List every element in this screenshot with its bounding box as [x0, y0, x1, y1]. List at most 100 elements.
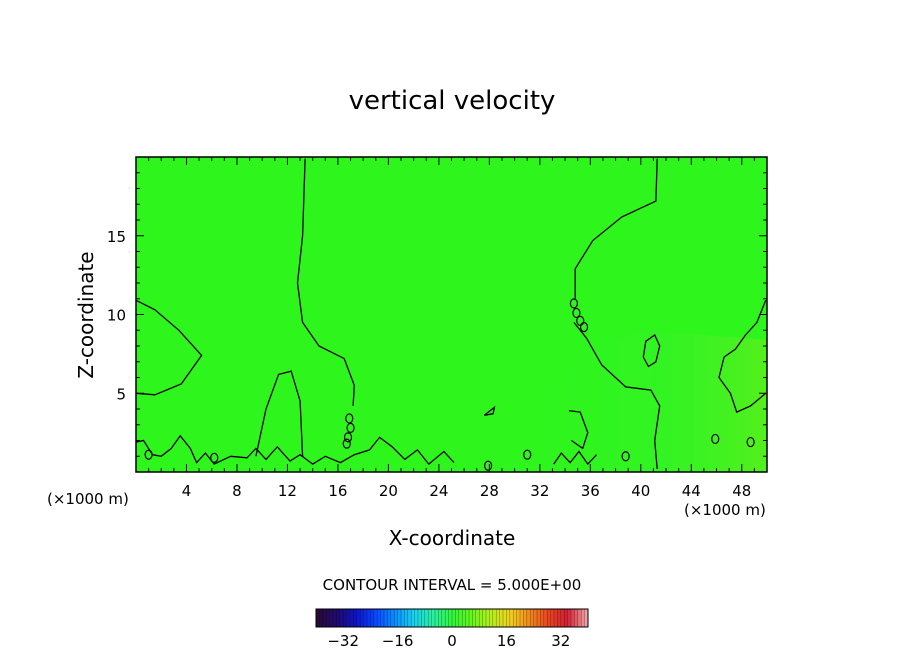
- contour-loop: [621, 451, 630, 462]
- contour-loop: [343, 432, 353, 443]
- x-tick-label: 8: [232, 482, 242, 500]
- colorbar-cell: [329, 609, 334, 627]
- colorbar-cell: [424, 609, 429, 627]
- colorbar-cell: [397, 609, 402, 627]
- y-axis-label: Z-coordinate: [74, 251, 98, 379]
- contour-loop: [711, 433, 720, 445]
- colorbar-cell: [564, 609, 568, 627]
- colorbar-cell: [557, 609, 562, 627]
- colorbar-cell: [499, 609, 504, 627]
- colorbar-cell: [363, 609, 368, 627]
- colorbar-cell: [530, 609, 534, 627]
- colorbar-cell: [346, 609, 351, 627]
- colorbar-tick-label: −16: [382, 632, 414, 650]
- y-tick-label: 15: [107, 228, 126, 246]
- colorbar-cell: [356, 609, 361, 627]
- colorbar-cell: [489, 609, 494, 627]
- x-tick-label: 4: [182, 482, 192, 500]
- colorbar-cell: [407, 609, 412, 627]
- colorbar-cell: [574, 609, 579, 627]
- colorbar-frame: [315, 608, 589, 628]
- colorbar-cell: [414, 609, 419, 627]
- colorbar-cell: [537, 609, 541, 627]
- colorbar-cell: [360, 609, 364, 627]
- colorbar-tick-label: 0: [447, 632, 457, 650]
- colorbar-cell: [547, 609, 551, 627]
- colorbar-cell: [503, 609, 507, 627]
- contour-line: [642, 334, 661, 368]
- colorbar-cell: [431, 609, 436, 627]
- colorbar-cell: [390, 609, 395, 627]
- contour-loop: [746, 436, 755, 448]
- colorbar-cell: [465, 609, 470, 627]
- colorbar-cell: [448, 609, 453, 627]
- colorbar-cell: [506, 609, 511, 627]
- contour-loop: [483, 460, 493, 471]
- colorbar-cell: [421, 609, 426, 627]
- colorbar-cell: [496, 609, 500, 627]
- x-tick-label: 28: [480, 482, 499, 500]
- y-axis: 5 10 15: [107, 172, 767, 457]
- colorbar-cell: [509, 609, 514, 627]
- y-tick-label: 10: [107, 307, 126, 325]
- colorbar-cell: [452, 609, 456, 627]
- colorbar-cell: [404, 609, 409, 627]
- colorbar-cell: [543, 609, 548, 627]
- colorbar-cell: [373, 609, 378, 627]
- contour-interval-label: CONTOUR INTERVAL = 5.000E+00: [322, 576, 582, 594]
- contour-line: [568, 409, 589, 450]
- x-tick-label: 24: [429, 482, 448, 500]
- x-tick-label: 44: [682, 482, 701, 500]
- contour-lines: [136, 158, 767, 471]
- colorbar-tick-label: 16: [497, 632, 516, 650]
- colorbar-cell: [513, 609, 517, 627]
- x-tick-label: 32: [530, 482, 549, 500]
- colorbar-cell: [533, 609, 538, 627]
- colorbar-cell: [339, 609, 344, 627]
- colorbar-cell: [370, 609, 375, 627]
- contour-line: [718, 300, 767, 413]
- colorbar-cell: [581, 609, 585, 627]
- contour-loop: [210, 452, 219, 463]
- colorbar-cell: [445, 609, 449, 627]
- x-tick-label: 12: [278, 482, 297, 500]
- colorbar-cell: [441, 609, 446, 627]
- colorbar-cell: [336, 609, 341, 627]
- colorbar-cell: [367, 609, 371, 627]
- colorbar-cell: [384, 609, 388, 627]
- colorbar-cell: [458, 609, 463, 627]
- contour-loop: [569, 298, 579, 309]
- colorbar-cell: [319, 609, 324, 627]
- contour-line: [296, 158, 355, 406]
- contour-line: [553, 450, 598, 466]
- x-unit-label-right: (×1000 m): [684, 501, 766, 519]
- contour-line: [136, 299, 203, 396]
- colorbar-cell: [418, 609, 422, 627]
- colorbar-cell: [520, 609, 524, 627]
- colorbar-cell: [322, 609, 327, 627]
- x-tick-label: 36: [581, 482, 600, 500]
- colorbar-cell: [560, 609, 565, 627]
- colorbar-cell: [550, 609, 555, 627]
- colorbar-cell: [350, 609, 354, 627]
- colorbar-cell: [479, 609, 483, 627]
- colorbar-cell: [469, 609, 473, 627]
- colorbar-cell: [343, 609, 347, 627]
- colorbar-cell: [387, 609, 392, 627]
- contour-line: [573, 321, 661, 469]
- contour-loop: [144, 449, 153, 460]
- colorbar-cell: [523, 609, 528, 627]
- colorbar-cell: [316, 609, 320, 627]
- colorbar-cell: [380, 609, 385, 627]
- colorbar-cell: [472, 609, 477, 627]
- contour-loop: [523, 449, 532, 460]
- colorbar-cell: [411, 609, 415, 627]
- colorbar-cell: [326, 609, 330, 627]
- contour-loop: [345, 413, 354, 424]
- colorbar-cell: [567, 609, 572, 627]
- colorbar-cell: [486, 609, 490, 627]
- colorbar: −32 −16 0 16 32: [315, 608, 589, 650]
- colorbar-cell: [438, 609, 443, 627]
- contour-line: [574, 158, 658, 299]
- colorbar-tick-label: 32: [551, 632, 570, 650]
